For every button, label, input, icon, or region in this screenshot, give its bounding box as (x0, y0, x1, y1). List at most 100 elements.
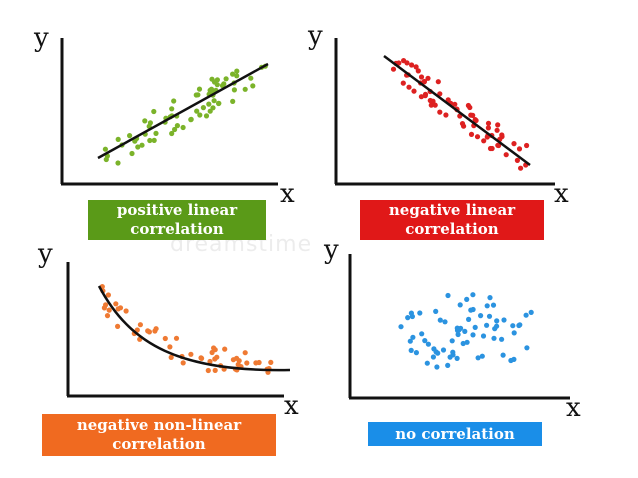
scatter-point (406, 84, 412, 90)
scatter-point (494, 127, 500, 133)
trend-line (383, 54, 531, 167)
scatter-point (172, 126, 178, 133)
label-positive-linear: positive linear correlation (88, 200, 266, 240)
scatter-point (137, 322, 143, 328)
scatter-point (188, 351, 194, 357)
scatter-point (430, 354, 436, 360)
scatter-point (495, 122, 501, 128)
scatter-point (242, 86, 248, 92)
scatter-point (171, 98, 177, 104)
label-line1: no correlation (395, 424, 515, 443)
scatter-points (99, 284, 274, 375)
scatter-point (174, 123, 180, 129)
scatter-point (422, 93, 428, 99)
scatter-point (418, 94, 424, 100)
scatter-point (162, 335, 168, 342)
y-axis-letter: y (323, 235, 339, 265)
scatter-point (222, 346, 228, 352)
scatter-point (491, 335, 497, 341)
scatter-point (408, 310, 414, 316)
scatter-point (234, 68, 240, 74)
scatter-point (207, 108, 213, 114)
scatter-point (455, 331, 461, 338)
scatter-point (234, 355, 240, 361)
scatter-point (464, 339, 470, 345)
scatter-points (390, 58, 530, 171)
panel-negative-linear: y x (307, 21, 569, 209)
scatter-point (390, 66, 397, 72)
scatter-point (494, 323, 500, 329)
scatter-point (500, 352, 506, 358)
scatter-point (487, 295, 493, 301)
scatter-point (434, 364, 440, 370)
scatter-point (147, 137, 153, 144)
scatter-point (528, 309, 534, 315)
scatter-point (168, 354, 174, 360)
scatter-point (433, 308, 439, 314)
scatter-point (470, 332, 476, 338)
scatter-point (490, 302, 497, 308)
scatter-point (450, 349, 456, 355)
scatter-point (445, 362, 451, 368)
scatter-point (514, 157, 521, 163)
scatter-point (516, 146, 523, 152)
scatter-point (494, 318, 500, 324)
scatter-point (250, 83, 256, 89)
scatter-point (113, 301, 119, 307)
scatter-point (211, 98, 217, 104)
label-negative-nonlinear: negative non-linear correlation (42, 414, 276, 456)
panel-no-correlation: y x (323, 235, 581, 423)
scatter-point (197, 112, 203, 118)
scatter-point (103, 156, 109, 163)
scatter-point (409, 62, 415, 68)
scatter-point (480, 333, 487, 339)
scatter-points (398, 292, 534, 370)
scatter-point (478, 313, 484, 319)
label-no-correlation: no correlation (368, 422, 542, 446)
scatter-point (188, 116, 194, 122)
x-axis-letter: x (566, 393, 581, 423)
scatter-point (486, 313, 493, 319)
scatter-point (153, 130, 159, 136)
scatter-point (485, 125, 491, 131)
scatter-point (489, 145, 495, 152)
scatter-point (475, 355, 481, 361)
scatter-point (248, 75, 254, 81)
scatter-point (151, 137, 157, 143)
scatter-point (474, 134, 481, 140)
scatter-point (212, 367, 218, 373)
scatter-point (408, 347, 414, 353)
scatter-point (432, 102, 438, 108)
scatter-point (230, 71, 236, 77)
scatter-point (115, 323, 121, 329)
scatter-point (470, 292, 476, 298)
scatter-point (524, 345, 530, 351)
scatter-point (437, 91, 443, 97)
scatter-point (481, 138, 487, 144)
scatter-point (454, 355, 460, 361)
scatter-point (396, 60, 402, 66)
scatter-point (400, 80, 406, 86)
scatter-point (419, 331, 425, 337)
scatter-point (256, 359, 262, 366)
label-negative-linear: negative linear correlation (360, 200, 544, 240)
trend-line (97, 62, 269, 160)
scatter-point (219, 83, 226, 89)
scatter-point (415, 68, 421, 74)
scatter-point (462, 328, 468, 334)
scatter-point (437, 109, 443, 115)
scatter-point (193, 92, 199, 98)
scatter-point (460, 340, 466, 347)
y-axis-letter: y (33, 23, 49, 53)
scatter-point (422, 338, 428, 344)
scatter-point (511, 141, 517, 147)
scatter-point (440, 347, 447, 353)
scatter-point (413, 64, 419, 70)
scatter-point (470, 306, 476, 313)
scatter-point (452, 101, 458, 107)
scatter-point (200, 105, 206, 111)
scatter-point (435, 79, 441, 85)
scatter-point (518, 165, 524, 171)
scatter-point (208, 86, 215, 92)
